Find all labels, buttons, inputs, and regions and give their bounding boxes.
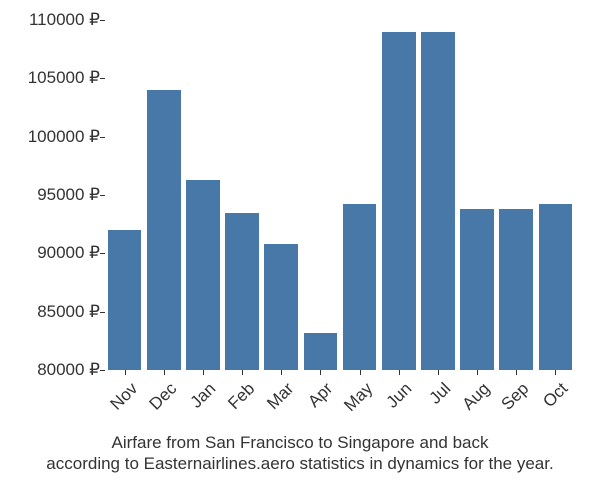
bar	[539, 204, 573, 370]
x-tick-mark	[164, 370, 165, 375]
bar	[421, 32, 455, 370]
chart-caption: Airfare from San Francisco to Singapore …	[0, 432, 600, 475]
bar	[382, 32, 416, 370]
bar	[304, 333, 338, 370]
caption-line-1: Airfare from San Francisco to Singapore …	[111, 433, 488, 452]
y-tick-mark	[100, 370, 105, 371]
y-tick-label: 105000 ₽	[10, 68, 100, 88]
caption-line-2: according to Easternairlines.aero statis…	[46, 454, 553, 473]
bar	[225, 213, 259, 371]
x-tick-mark	[242, 370, 243, 375]
x-tick-mark	[438, 370, 439, 375]
y-tick-label: 80000 ₽	[10, 360, 100, 380]
bar	[186, 180, 220, 370]
y-tick-label: 90000 ₽	[10, 243, 100, 263]
bar	[460, 209, 494, 370]
x-tick-mark	[281, 370, 282, 375]
y-tick-label: 95000 ₽	[10, 185, 100, 205]
x-tick-mark	[477, 370, 478, 375]
x-tick-mark	[516, 370, 517, 375]
y-tick-label: 85000 ₽	[10, 302, 100, 322]
plot-area	[105, 20, 575, 370]
bar	[499, 209, 533, 370]
bar	[343, 204, 377, 370]
x-tick-mark	[320, 370, 321, 375]
bar	[264, 244, 298, 370]
x-tick-mark	[125, 370, 126, 375]
x-tick-mark	[555, 370, 556, 375]
x-tick-mark	[203, 370, 204, 375]
x-tick-mark	[399, 370, 400, 375]
chart-container: 80000 ₽ 85000 ₽ 90000 ₽ 95000 ₽ 100000 ₽ 1050…	[0, 0, 600, 500]
x-tick-mark	[360, 370, 361, 375]
y-tick-label: 100000 ₽	[10, 127, 100, 147]
y-tick-label: 110000 ₽	[10, 10, 100, 30]
bar	[108, 230, 142, 370]
bar	[147, 90, 181, 370]
